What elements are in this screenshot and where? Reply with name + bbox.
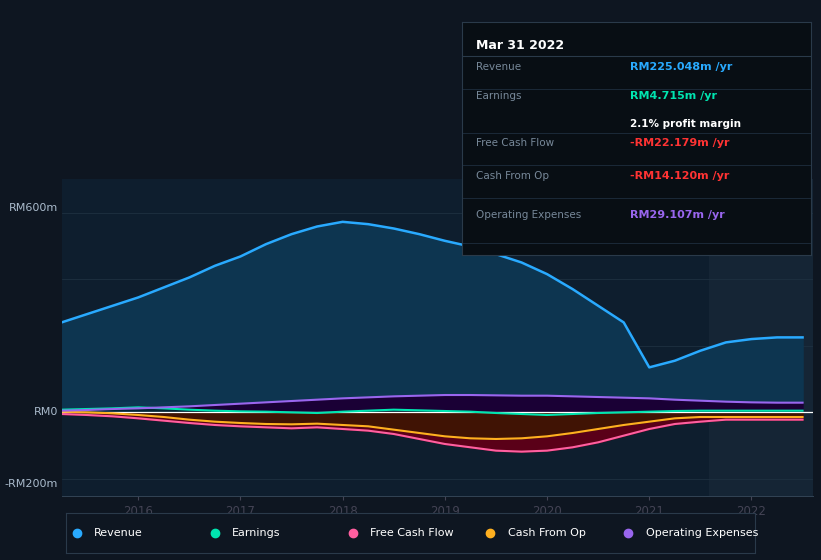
Text: RM225.048m /yr: RM225.048m /yr [630,62,732,72]
Text: RM4.715m /yr: RM4.715m /yr [630,91,717,101]
Text: Cash From Op: Cash From Op [507,528,585,538]
Text: Earnings: Earnings [476,91,521,101]
Text: Operating Expenses: Operating Expenses [645,528,758,538]
Text: Free Cash Flow: Free Cash Flow [476,138,554,148]
Text: 2.1% profit margin: 2.1% profit margin [630,119,741,129]
Text: RM600m: RM600m [8,203,57,212]
Text: Earnings: Earnings [232,528,281,538]
Text: -RM14.120m /yr: -RM14.120m /yr [630,171,729,181]
Text: RM29.107m /yr: RM29.107m /yr [630,209,724,220]
Text: Cash From Op: Cash From Op [476,171,549,181]
Text: -RM22.179m /yr: -RM22.179m /yr [630,138,729,148]
Text: Operating Expenses: Operating Expenses [476,209,581,220]
Text: -RM200m: -RM200m [4,479,57,489]
Text: Free Cash Flow: Free Cash Flow [369,528,453,538]
Text: RM0: RM0 [34,407,57,417]
Bar [709,179,813,496]
Text: Revenue: Revenue [476,62,521,72]
Text: Revenue: Revenue [94,528,143,538]
Text: Mar 31 2022: Mar 31 2022 [476,39,564,52]
